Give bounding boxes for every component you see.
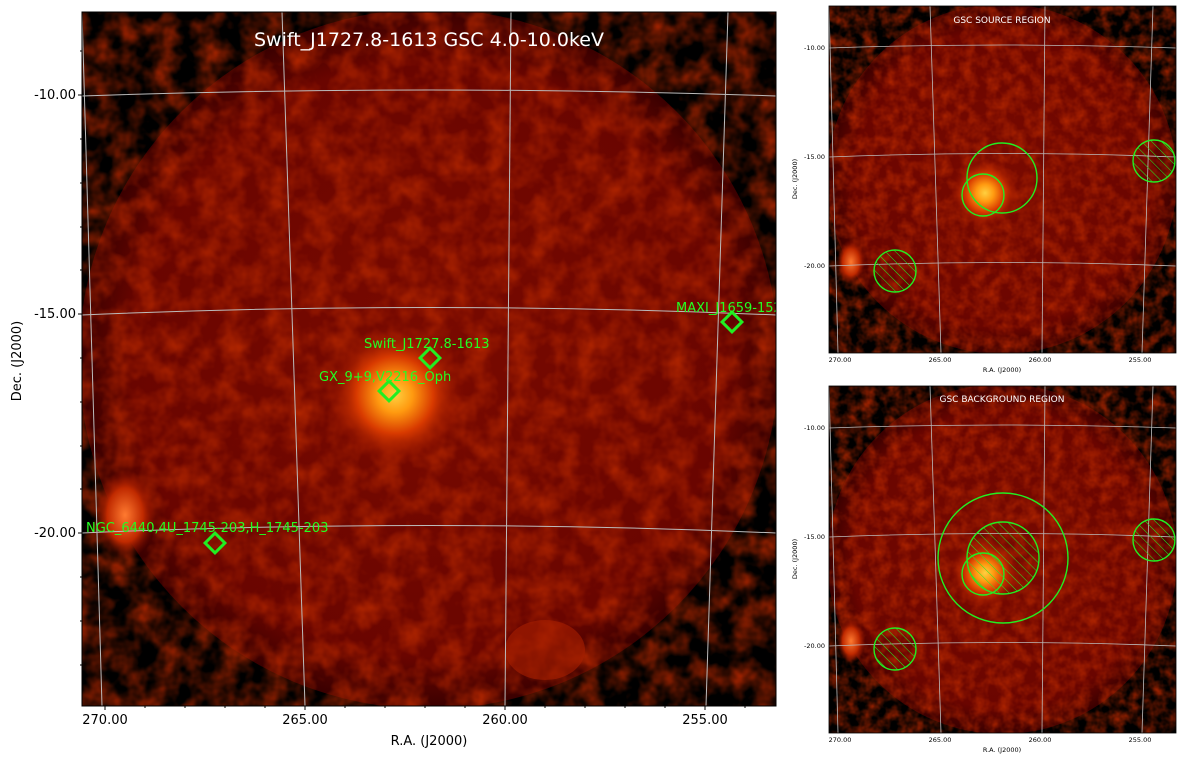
exclusion-region-ngc6440-bkg bbox=[873, 627, 917, 671]
exclusion-region-maxi-bkg bbox=[1132, 518, 1176, 562]
background-xtick-4: 255.00 bbox=[1129, 736, 1152, 744]
source-frame bbox=[828, 5, 1177, 354]
marker-swift bbox=[417, 345, 443, 371]
label-maxi: MAXI_J1659-152 bbox=[676, 301, 782, 316]
background-frame bbox=[828, 385, 1177, 734]
main-xlabel: R.A. (J2000) bbox=[391, 734, 468, 749]
main-title: Swift_J1727.8-1613 GSC 4.0-10.0keV bbox=[254, 29, 604, 51]
source-xlabel: R.A. (J2000) bbox=[983, 366, 1021, 374]
main-ticks bbox=[78, 50, 746, 710]
source-region-target bbox=[961, 173, 1005, 217]
main-panel: Swift_J1727.8-1613 GX_9+9,V2216_Oph MAXI… bbox=[10, 11, 782, 749]
main-grid bbox=[82, 12, 776, 706]
label-ngc6440: NGC_6440,4U_1745-203,H_1745-203 bbox=[86, 521, 328, 536]
label-swift: Swift_J1727.8-1613 bbox=[364, 337, 490, 352]
source-xtick-1: 270.00 bbox=[829, 356, 852, 364]
background-xtick-3: 260.00 bbox=[1029, 736, 1052, 744]
background-annulus-outer bbox=[937, 492, 1069, 624]
source-ylabel: Dec. (J2000) bbox=[791, 159, 799, 199]
background-ylabel: Dec. (J2000) bbox=[791, 539, 799, 579]
main-ytick-2: -15.00 bbox=[34, 307, 76, 322]
main-ytick-3: -20.00 bbox=[34, 526, 76, 541]
source-xtick-2: 265.00 bbox=[929, 356, 952, 364]
background-xlabel: R.A. (J2000) bbox=[983, 746, 1021, 754]
background-excluded-source bbox=[966, 521, 1040, 595]
background-xtick-1: 270.00 bbox=[829, 736, 852, 744]
background-ytick-1: -10.00 bbox=[804, 424, 825, 432]
marker-ngc6440 bbox=[202, 530, 228, 556]
background-ytick-3: -20.00 bbox=[804, 642, 825, 650]
source-region-panel: GSC SOURCE REGION -10.00 -15.00 -20.00 2… bbox=[791, 5, 1177, 374]
background-ytick-2: -15.00 bbox=[804, 533, 825, 541]
background-xtick-2: 265.00 bbox=[929, 736, 952, 744]
background-target bbox=[961, 552, 1005, 596]
background-panel-title: GSC BACKGROUND REGION bbox=[940, 395, 1065, 405]
source-panel-title: GSC SOURCE REGION bbox=[953, 16, 1050, 26]
label-gx9: GX_9+9,V2216_Oph bbox=[319, 370, 451, 385]
source-ytick-1: -10.00 bbox=[804, 44, 825, 52]
marker-gx9 bbox=[376, 378, 402, 404]
main-ytick-1: -10.00 bbox=[34, 88, 76, 103]
source-regions bbox=[873, 139, 1176, 293]
source-sky-image: GSC SOURCE REGION bbox=[829, 6, 1176, 353]
marker-maxi bbox=[719, 309, 745, 335]
main-sky-image: Swift_J1727.8-1613 GX_9+9,V2216_Oph MAXI… bbox=[82, 12, 782, 706]
source-ytick-2: -15.00 bbox=[804, 153, 825, 161]
source-xtick-3: 260.00 bbox=[1029, 356, 1052, 364]
main-source-markers bbox=[202, 309, 745, 556]
main-frame bbox=[81, 11, 777, 707]
exclusion-region-maxi bbox=[1132, 139, 1176, 183]
background-regions bbox=[873, 492, 1176, 671]
source-xtick-4: 255.00 bbox=[1129, 356, 1152, 364]
exclusion-region-ngc6440 bbox=[873, 249, 917, 293]
source-ytick-3: -20.00 bbox=[804, 262, 825, 270]
source-region-large bbox=[966, 142, 1038, 214]
background-sky-image: GSC BACKGROUND REGION bbox=[829, 386, 1176, 733]
main-xtick-4: 255.00 bbox=[682, 713, 728, 728]
main-xtick-1: 270.00 bbox=[82, 713, 128, 728]
main-xtick-2: 265.00 bbox=[282, 713, 328, 728]
main-xtick-3: 260.00 bbox=[482, 713, 528, 728]
background-region-panel: GSC BACKGROUND REGION -10.00 -15.00 -20.… bbox=[791, 385, 1177, 754]
main-ylabel: Dec. (J2000) bbox=[10, 321, 25, 401]
source-grid bbox=[829, 6, 1176, 353]
